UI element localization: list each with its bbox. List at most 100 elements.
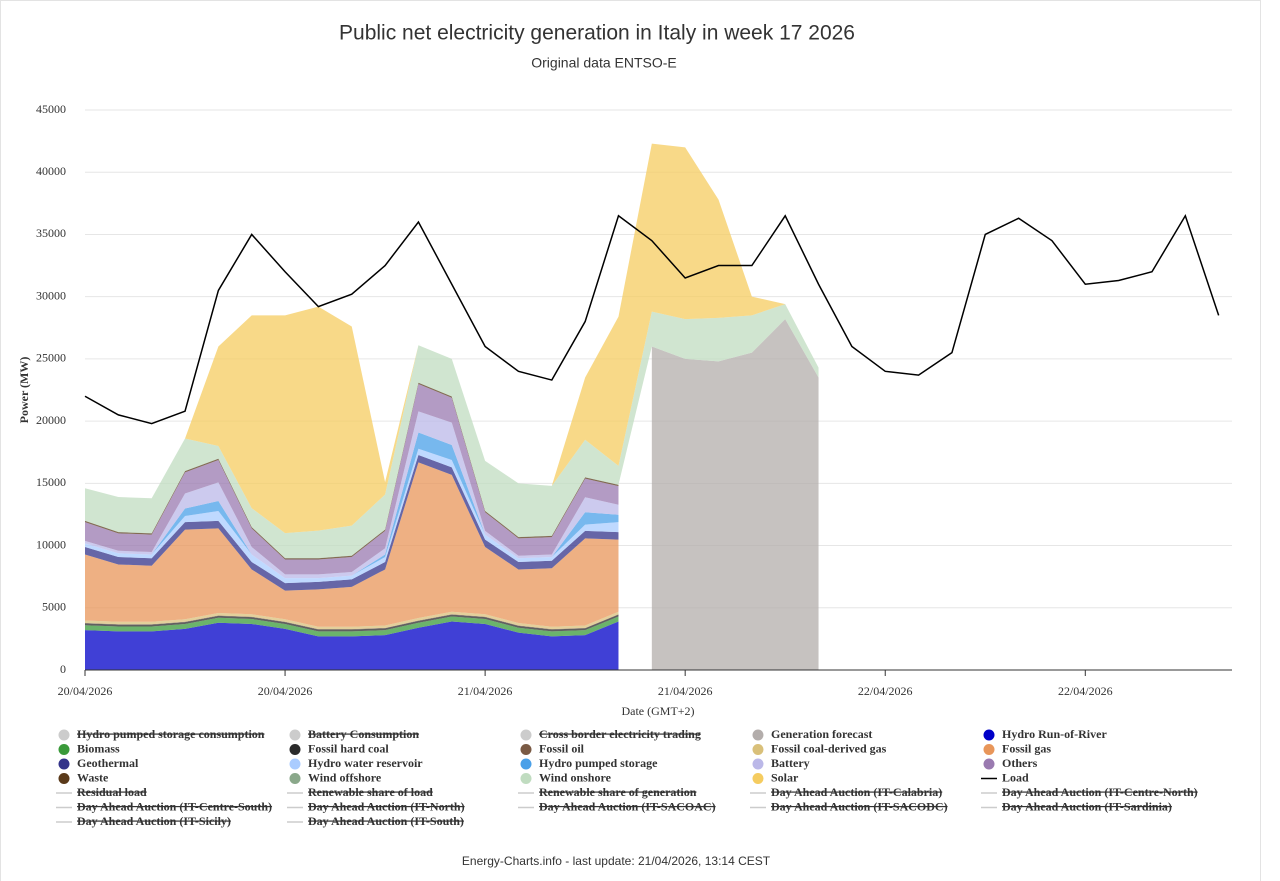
x-tick-label: 22/04/2026 xyxy=(858,684,913,698)
legend-item[interactable]: Fossil gas xyxy=(983,741,1052,755)
area xyxy=(85,448,619,584)
area xyxy=(85,143,819,534)
chart-title: Public net electricity generation in Ita… xyxy=(339,22,855,45)
y-tick-label: 45000 xyxy=(36,102,66,116)
legend-label: Waste xyxy=(77,770,109,784)
legend-item[interactable]: Day Ahead Auction (IT-Calabria) xyxy=(750,785,942,799)
legend-item[interactable]: Day Ahead Auction (IT-Sicily) xyxy=(56,814,231,828)
x-tick-label: 21/04/2026 xyxy=(658,684,713,698)
legend-label: Generation forecast xyxy=(771,727,872,741)
legend-label: Wind offshore xyxy=(308,770,382,784)
legend-label: Day Ahead Auction (IT-Centre-South) xyxy=(77,799,272,813)
legend-label: Others xyxy=(1002,756,1038,770)
y-tick-label: 25000 xyxy=(36,351,66,365)
y-tick-label: 5000 xyxy=(42,600,66,614)
legend-label: Fossil gas xyxy=(1002,741,1051,755)
legend-marker xyxy=(289,744,301,755)
legend-item[interactable]: Day Ahead Auction (IT-SACOAC) xyxy=(518,799,716,813)
legend-marker xyxy=(520,744,532,755)
legend-item[interactable]: Renewable share of load xyxy=(287,785,433,799)
chart-subtitle: Original data ENTSO-E xyxy=(531,55,677,71)
legend-item[interactable]: Renewable share of generation xyxy=(518,785,697,799)
legend-item[interactable]: Hydro pumped storage xyxy=(520,756,659,770)
legend-label: Load xyxy=(1002,770,1029,784)
legend-marker xyxy=(289,773,301,784)
legend-label: Battery xyxy=(771,756,810,770)
y-tick-label: 10000 xyxy=(36,537,66,551)
legend-label: Day Ahead Auction (IT-Centre-North) xyxy=(1002,785,1198,799)
legend-item[interactable]: Generation forecast xyxy=(752,727,873,741)
legend-marker xyxy=(752,729,764,741)
legend-item[interactable]: Solar xyxy=(752,770,800,784)
legend-item[interactable]: Cross border electricity trading xyxy=(520,727,701,741)
area xyxy=(651,319,819,670)
legend-marker xyxy=(289,729,301,741)
y-axis-label: Power (MW) xyxy=(17,357,31,424)
legend-item[interactable]: Battery xyxy=(752,756,810,770)
legend-label: Solar xyxy=(771,770,799,784)
legend-label: Day Ahead Auction (IT-SACOAC) xyxy=(539,799,716,813)
legend-item[interactable]: Wind onshore xyxy=(520,770,612,784)
legend-item[interactable]: Day Ahead Auction (IT-Centre-North) xyxy=(981,785,1198,799)
legend-label: Fossil coal-derived gas xyxy=(771,741,887,755)
legend-label: Day Ahead Auction (IT-South) xyxy=(308,814,464,828)
area xyxy=(85,411,619,579)
area xyxy=(85,384,619,575)
legend-item[interactable]: Geothermal xyxy=(58,756,139,770)
y-tick-label: 15000 xyxy=(36,475,66,489)
legend-label: Battery Consumption xyxy=(308,727,419,741)
legend-item[interactable]: Day Ahead Auction (IT-South) xyxy=(287,814,464,828)
legend-item[interactable]: Wind offshore xyxy=(289,770,382,784)
legend-label: Renewable share of generation xyxy=(539,785,697,799)
legend-item[interactable]: Day Ahead Auction (IT-SACODC) xyxy=(750,799,948,813)
legend-item[interactable]: Biomass xyxy=(58,741,121,755)
legend-label: Hydro water reservoir xyxy=(308,756,423,770)
legend-label: Day Ahead Auction (IT-Calabria) xyxy=(771,785,942,799)
legend-item[interactable]: Fossil oil xyxy=(520,741,585,755)
area xyxy=(85,454,619,591)
legend-item[interactable]: Waste xyxy=(58,770,110,784)
legend-item[interactable]: Others xyxy=(983,756,1038,770)
area xyxy=(85,611,619,630)
legend-marker xyxy=(289,758,301,770)
legend-item[interactable]: Fossil hard coal xyxy=(289,741,390,755)
footer: Energy-Charts.info - last update: 21/04/… xyxy=(462,854,771,868)
legend-marker xyxy=(752,758,764,770)
legend-label: Hydro pumped storage xyxy=(539,756,658,770)
area xyxy=(85,621,619,670)
legend-item[interactable]: Day Ahead Auction (IT-Sardinia) xyxy=(981,799,1172,813)
y-tick-label: 20000 xyxy=(36,413,66,427)
legend-marker xyxy=(520,758,532,770)
legend-marker xyxy=(520,729,532,741)
y-tick-label: 30000 xyxy=(36,288,66,302)
legend-label: Renewable share of load xyxy=(308,785,433,799)
y-tick-label: 35000 xyxy=(36,226,66,240)
legend-label: Day Ahead Auction (IT-Sardinia) xyxy=(1002,799,1172,813)
y-tick-label: 0 xyxy=(60,662,66,676)
legend-label: Day Ahead Auction (IT-Sicily) xyxy=(77,814,231,828)
legend-label: Cross border electricity trading xyxy=(539,727,701,741)
legend-marker xyxy=(58,744,70,755)
legend-item[interactable]: Load xyxy=(981,770,1029,784)
legend-label: Fossil hard coal xyxy=(308,741,389,755)
legend-marker xyxy=(983,729,995,741)
x-tick-label: 20/04/2026 xyxy=(58,684,113,698)
legend-item[interactable]: Residual load xyxy=(56,785,147,799)
legend-item[interactable]: Battery Consumption xyxy=(289,727,420,741)
legend-item[interactable]: Day Ahead Auction (IT-North) xyxy=(287,799,465,813)
area xyxy=(85,614,619,632)
legend-marker xyxy=(520,773,532,784)
legend-item[interactable]: Hydro water reservoir xyxy=(289,756,424,770)
legend-item[interactable]: Hydro Run-of-River xyxy=(983,727,1108,741)
legend-label: Day Ahead Auction (IT-SACODC) xyxy=(771,799,948,813)
legend-marker xyxy=(58,729,70,741)
legend-item[interactable]: Fossil coal-derived gas xyxy=(752,741,887,755)
legend-item[interactable]: Hydro pumped storage consumption xyxy=(58,727,265,741)
x-axis-label: Date (GMT+2) xyxy=(621,704,694,718)
legend-marker xyxy=(58,758,70,770)
x-tick-label: 21/04/2026 xyxy=(458,684,513,698)
legend-item[interactable]: Day Ahead Auction (IT-Centre-South) xyxy=(56,799,272,813)
legend-label: Biomass xyxy=(77,741,120,755)
legend-label: Wind onshore xyxy=(539,770,612,784)
